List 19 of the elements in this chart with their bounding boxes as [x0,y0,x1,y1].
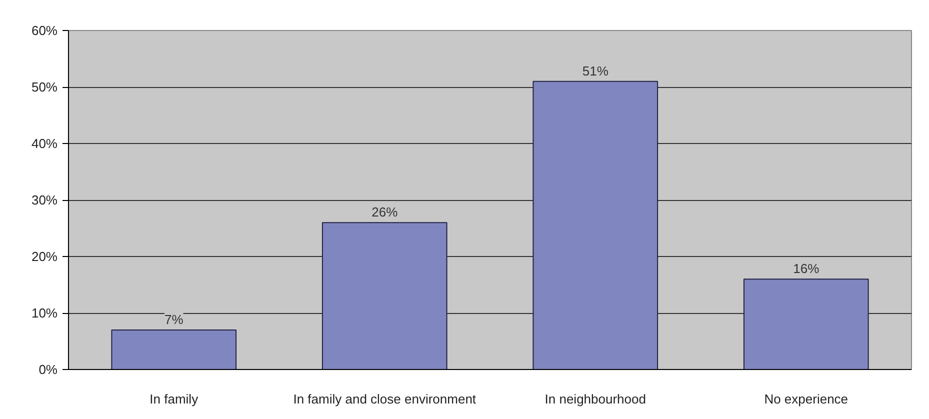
bar [532,80,658,370]
data-label: 26% [372,204,398,220]
y-tick-label: 40% [31,136,58,151]
bar [111,329,237,370]
data-label: 51% [582,63,609,78]
y-tick-label: 50% [31,80,58,94]
y-tick-label: 10% [31,306,58,320]
bar [743,278,869,370]
data-label: 16% [793,261,820,276]
x-tick-label: In neighbourhood [544,392,646,406]
y-tick-label: 30% [31,192,58,208]
y-tick-label: 20% [31,249,58,264]
x-tick-label: No experience [764,392,848,406]
bar [322,222,448,370]
y-tick-label: 60% [31,23,58,38]
x-tick-label: In family and close environment [293,392,476,406]
y-tick-label: 0% [38,362,58,377]
data-label: 7% [164,312,184,327]
x-tick-label: In family [150,392,199,406]
